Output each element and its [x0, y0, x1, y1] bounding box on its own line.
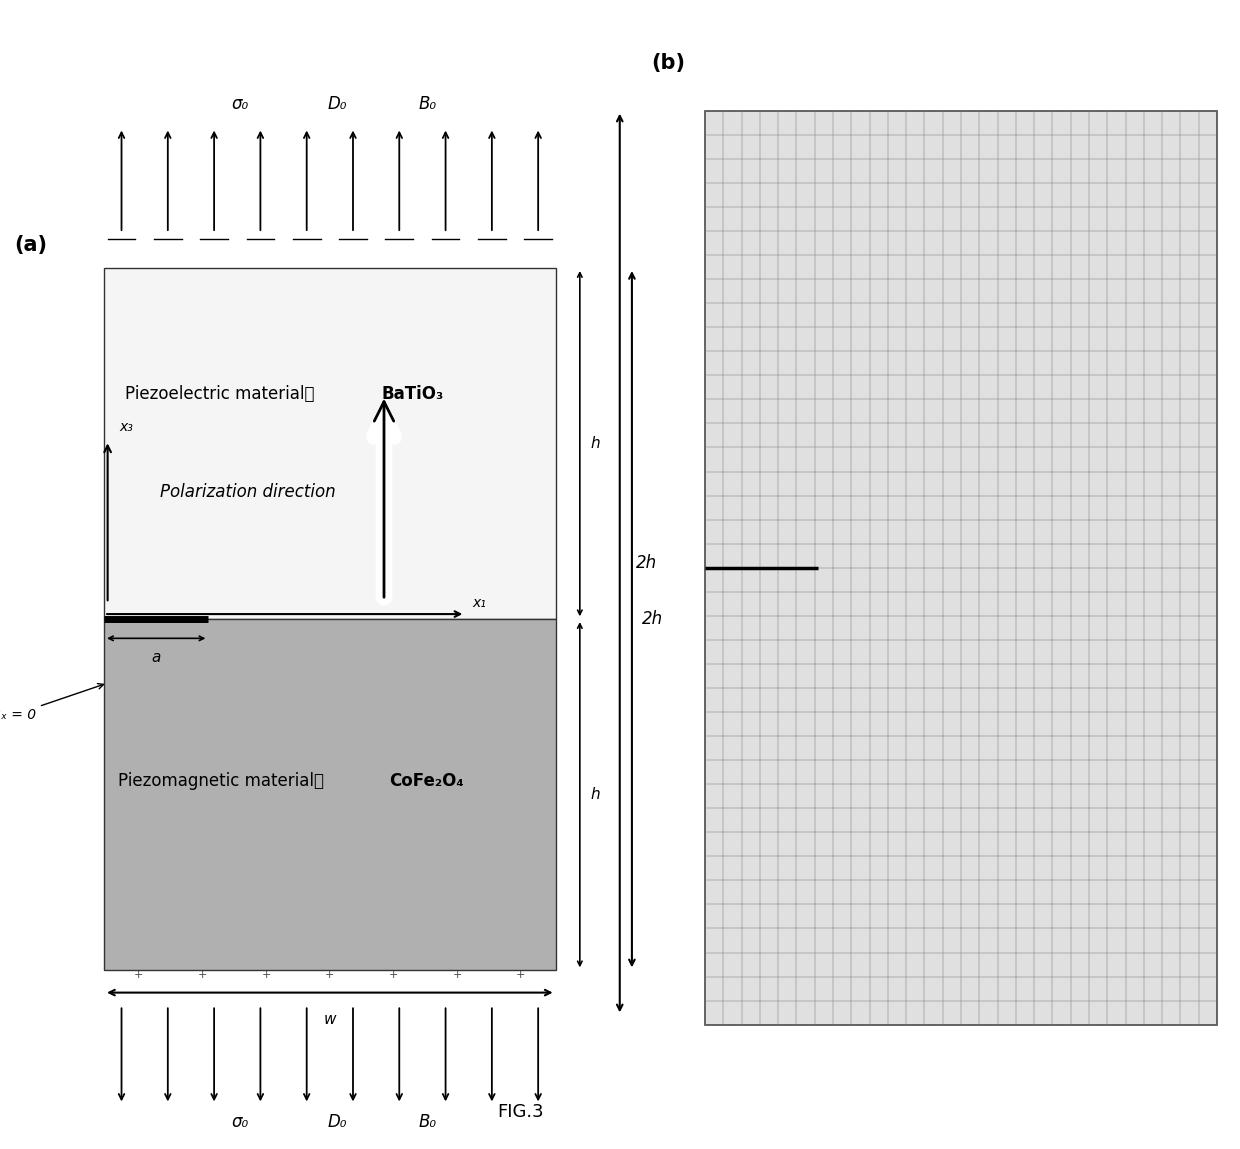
Text: CoFe₂O₄: CoFe₂O₄	[389, 772, 464, 789]
Text: Piezoelectric material：: Piezoelectric material：	[125, 386, 315, 403]
Text: +: +	[262, 971, 270, 980]
Text: D₀: D₀	[327, 1112, 346, 1131]
Bar	[104, 619, 556, 970]
Text: 2h: 2h	[642, 610, 663, 629]
Text: B₀: B₀	[418, 1112, 436, 1131]
Text: Piezomagnetic material：: Piezomagnetic material：	[118, 772, 324, 789]
Text: w: w	[324, 1012, 336, 1027]
Text: +: +	[453, 971, 461, 980]
Text: σ₀: σ₀	[231, 1112, 248, 1131]
Text: +: +	[198, 971, 207, 980]
Text: (a): (a)	[14, 236, 47, 255]
Text: FIG.3: FIG.3	[497, 1103, 544, 1121]
Text: h: h	[590, 437, 600, 452]
Text: B₀: B₀	[418, 94, 436, 113]
Text: uₓ = 0: uₓ = 0	[0, 684, 103, 722]
Text: Polarization direction: Polarization direction	[160, 483, 335, 501]
Text: +: +	[389, 971, 398, 980]
Text: x₁: x₁	[472, 596, 486, 610]
Text: +: +	[516, 971, 526, 980]
Text: σ₀: σ₀	[231, 94, 248, 113]
Text: +: +	[134, 971, 144, 980]
Text: 2h: 2h	[636, 554, 657, 572]
Text: D₀: D₀	[327, 94, 346, 113]
Text: BaTiO₃: BaTiO₃	[382, 386, 444, 403]
Text: (b): (b)	[652, 53, 686, 74]
Text: x₃: x₃	[119, 421, 134, 434]
Text: a: a	[151, 650, 161, 665]
Text: h: h	[590, 787, 600, 802]
Text: +: +	[325, 971, 335, 980]
Bar	[104, 268, 556, 619]
